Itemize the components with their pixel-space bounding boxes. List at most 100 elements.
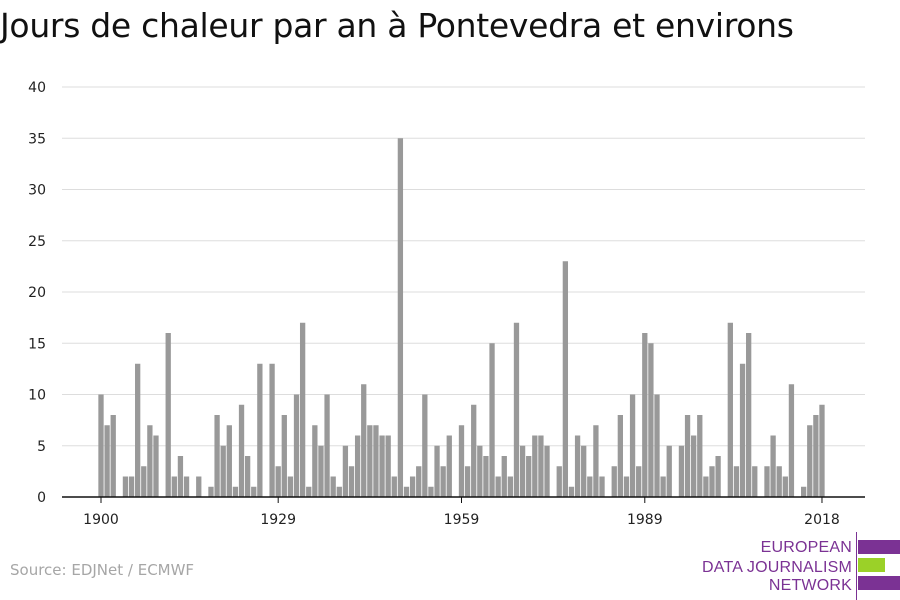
bar bbox=[733, 466, 740, 497]
x-tick-label: 1959 bbox=[444, 512, 480, 528]
bar bbox=[324, 394, 330, 497]
bar bbox=[440, 466, 446, 497]
bar bbox=[562, 261, 569, 497]
bar bbox=[538, 435, 544, 497]
bar bbox=[587, 476, 593, 497]
bar bbox=[135, 363, 141, 497]
bar bbox=[110, 415, 116, 497]
bar bbox=[574, 435, 581, 497]
bar bbox=[691, 435, 697, 497]
bar bbox=[373, 425, 379, 497]
bar bbox=[226, 425, 232, 497]
bar bbox=[697, 415, 703, 497]
bar bbox=[782, 476, 788, 497]
bar bbox=[177, 456, 184, 497]
bar bbox=[764, 466, 770, 497]
bar bbox=[391, 476, 397, 497]
bar bbox=[428, 486, 434, 497]
bar bbox=[464, 466, 471, 497]
x-tick-label: 1929 bbox=[260, 512, 296, 528]
bar bbox=[251, 486, 257, 497]
bar bbox=[336, 486, 342, 497]
bar bbox=[654, 394, 660, 497]
bar bbox=[232, 486, 239, 497]
source-note: Source: EDJNet / ECMWF bbox=[10, 561, 195, 579]
bar bbox=[446, 435, 452, 497]
bar bbox=[269, 363, 275, 497]
y-axis-ticks: 0 5 10 15 20 25 30 35 40 bbox=[28, 80, 46, 506]
bar bbox=[611, 466, 617, 497]
x-axis: 1900 1929 1959 1989 2018 bbox=[62, 496, 865, 528]
bar bbox=[544, 445, 550, 497]
bar bbox=[214, 415, 220, 497]
logo-bar-purple-2 bbox=[858, 576, 900, 590]
bar bbox=[147, 425, 153, 497]
bar bbox=[788, 384, 795, 497]
chart-title: Jours de chaleur par an à Pontevedra et … bbox=[0, 6, 794, 45]
bar bbox=[275, 466, 281, 497]
bar bbox=[642, 333, 648, 497]
bar bbox=[98, 394, 104, 497]
bar bbox=[501, 456, 507, 497]
bar bbox=[526, 456, 532, 497]
bar bbox=[489, 343, 495, 497]
bar bbox=[660, 476, 666, 497]
bar bbox=[813, 415, 819, 497]
bar bbox=[104, 425, 110, 497]
y-tick-label: 30 bbox=[28, 183, 46, 199]
y-tick-label: 0 bbox=[37, 490, 46, 506]
gridlines bbox=[62, 86, 865, 447]
bar bbox=[648, 343, 654, 497]
bar bbox=[519, 445, 526, 497]
y-tick-label: 35 bbox=[28, 131, 46, 147]
bar bbox=[153, 435, 159, 497]
x-tick-label: 1989 bbox=[627, 512, 663, 528]
bar bbox=[171, 476, 177, 497]
bar bbox=[678, 445, 685, 497]
bar bbox=[495, 476, 501, 497]
bar bbox=[342, 445, 349, 497]
bar bbox=[709, 466, 715, 497]
bar bbox=[593, 425, 599, 497]
bar bbox=[361, 384, 367, 497]
logo-line-1: EUROPEAN bbox=[760, 539, 852, 556]
bar bbox=[397, 138, 404, 497]
bar bbox=[128, 476, 135, 497]
bar bbox=[306, 486, 312, 497]
bar bbox=[617, 415, 623, 497]
bar bbox=[257, 363, 263, 497]
edjnet-logo: EUROPEAN DATA JOURNALISM NETWORK bbox=[700, 532, 900, 600]
bar bbox=[513, 322, 520, 497]
logo-bar-green bbox=[858, 558, 885, 572]
bar bbox=[752, 466, 758, 497]
bar bbox=[770, 435, 776, 497]
bar bbox=[483, 456, 489, 497]
bar bbox=[141, 466, 147, 497]
bar bbox=[318, 445, 324, 497]
bar bbox=[422, 394, 428, 497]
bar bbox=[819, 404, 825, 497]
bar bbox=[409, 476, 416, 497]
bar bbox=[507, 476, 514, 497]
bar bbox=[636, 466, 642, 497]
bar bbox=[776, 466, 782, 497]
bar bbox=[581, 445, 587, 497]
bar bbox=[379, 435, 385, 497]
y-tick-label: 20 bbox=[28, 285, 46, 301]
bar bbox=[623, 476, 630, 497]
bar bbox=[471, 404, 477, 497]
bar bbox=[807, 425, 813, 497]
bar bbox=[477, 445, 483, 497]
bar bbox=[238, 404, 245, 497]
bar bbox=[220, 445, 226, 497]
y-tick-label: 15 bbox=[28, 336, 46, 352]
bar bbox=[666, 445, 672, 497]
bar bbox=[703, 476, 709, 497]
bar bbox=[629, 394, 636, 497]
bar bbox=[739, 363, 746, 497]
bar bbox=[196, 476, 202, 497]
bar bbox=[293, 394, 300, 497]
bar bbox=[434, 445, 440, 497]
bar bbox=[354, 435, 361, 497]
